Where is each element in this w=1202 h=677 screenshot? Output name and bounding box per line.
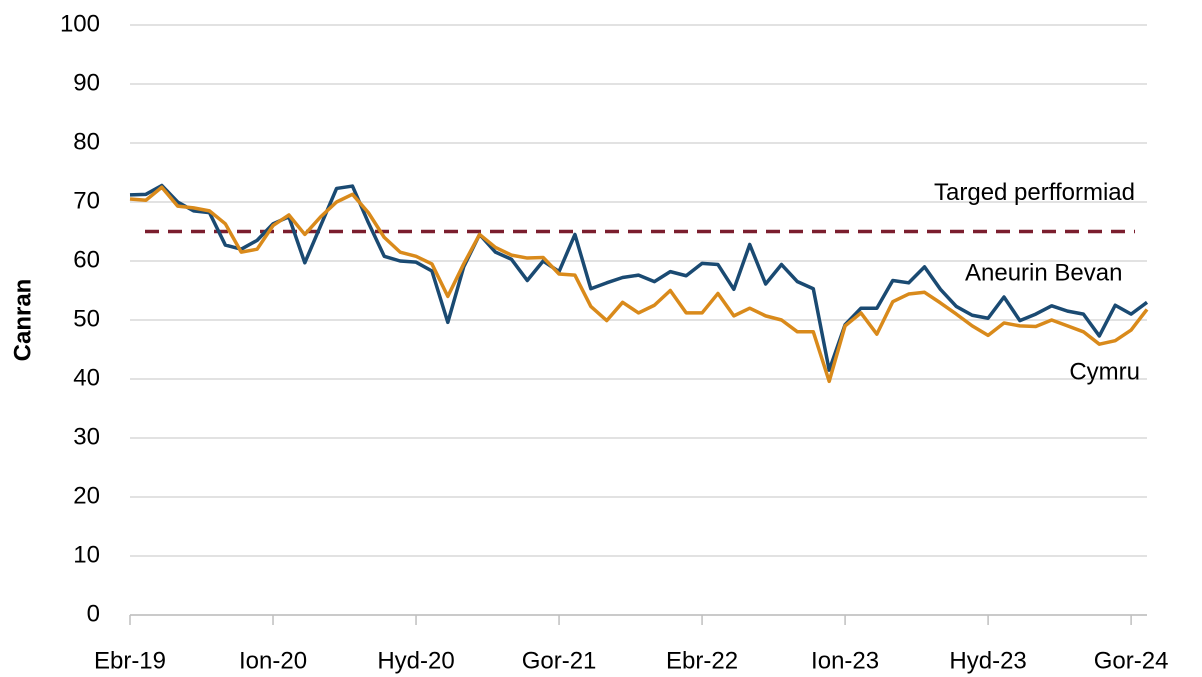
- x-tick-label: Gor-24: [1094, 647, 1169, 674]
- series-label: Cymru: [1069, 358, 1140, 385]
- y-tick-label: 70: [73, 187, 100, 214]
- x-tick-label: Ion-20: [239, 647, 307, 674]
- y-tick-label: 40: [73, 364, 100, 391]
- y-tick-label: 90: [73, 69, 100, 96]
- target-label: Targed perfformiad: [934, 179, 1135, 206]
- series-label: Aneurin Bevan: [965, 259, 1122, 286]
- y-tick-label: 80: [73, 128, 100, 155]
- x-tick-label: Hyd-23: [949, 647, 1026, 674]
- y-tick-label: 20: [73, 482, 100, 509]
- y-tick-label: 30: [73, 423, 100, 450]
- x-tick-label: Gor-21: [522, 647, 597, 674]
- line-series: [129, 183, 1149, 372]
- x-tick-label: Hyd-20: [377, 647, 454, 674]
- x-tick-label: Ebr-22: [666, 647, 738, 674]
- y-tick-label: 100: [60, 10, 100, 37]
- y-tick-label: 60: [73, 246, 100, 273]
- y-tick-label: 0: [87, 600, 100, 627]
- line-series: [129, 185, 1149, 384]
- y-axis-label: Canran: [9, 279, 36, 362]
- y-tick-label: 10: [73, 541, 100, 568]
- x-tick-label: Ion-23: [811, 647, 879, 674]
- x-tick-label: Ebr-19: [94, 647, 166, 674]
- y-tick-label: 50: [73, 305, 100, 332]
